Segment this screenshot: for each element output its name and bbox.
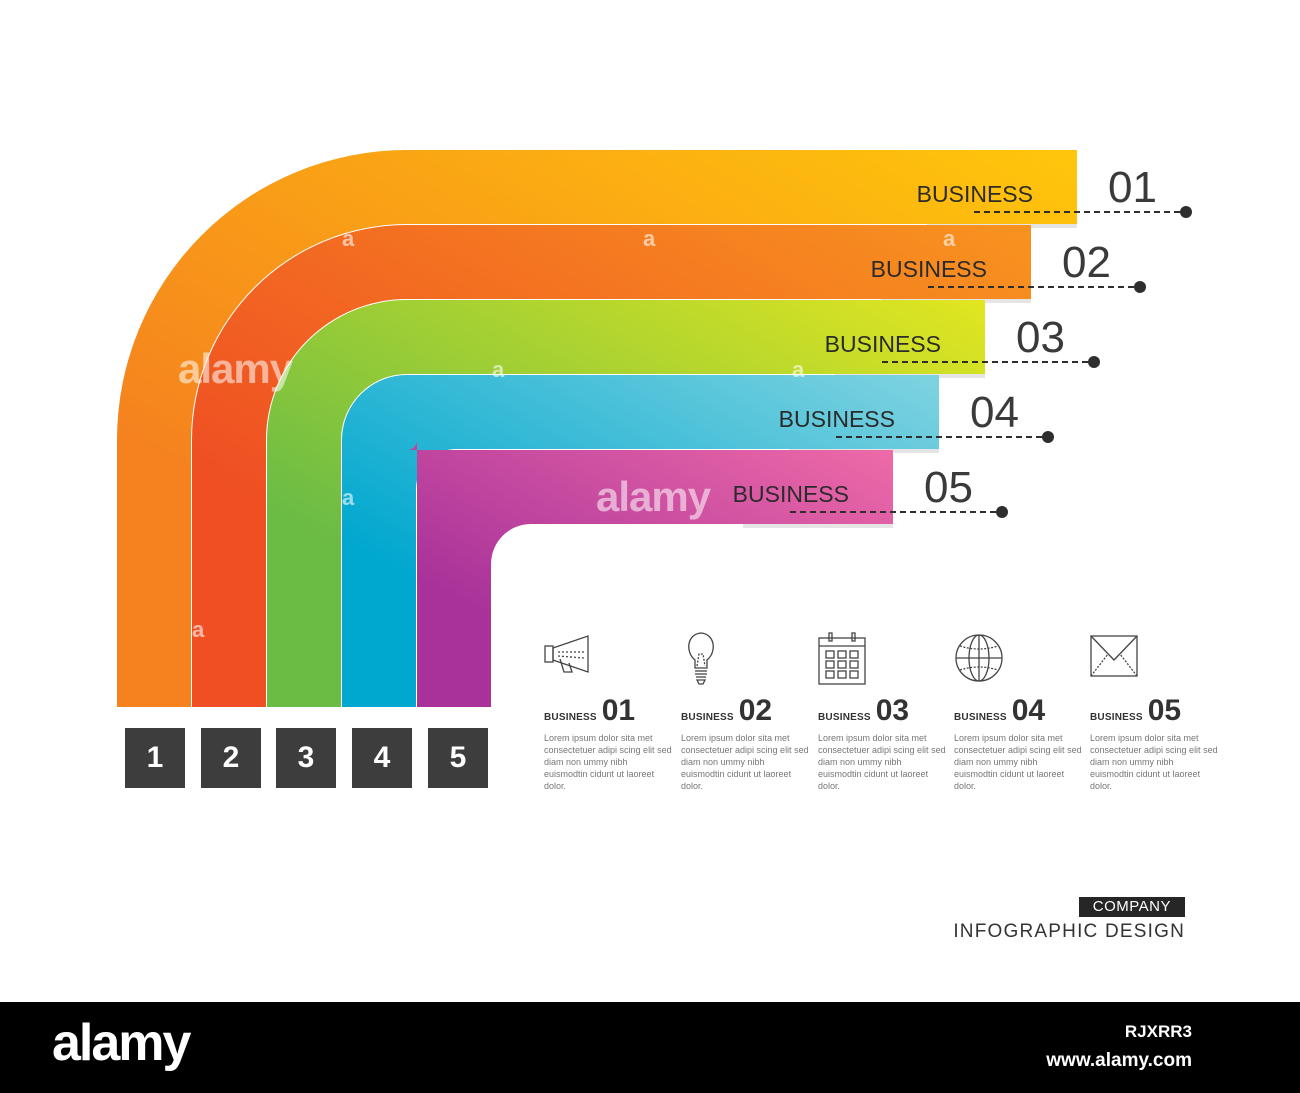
- column-number: 03: [875, 694, 910, 727]
- column-description: Lorem ipsum dolor sita met consectetuer …: [544, 733, 672, 791]
- step-box: 2: [201, 728, 261, 788]
- leader-dot: [1088, 356, 1100, 368]
- band-number: 04: [970, 388, 1019, 437]
- brand-subtitle: INFOGRAPHIC DESIGN: [953, 921, 1185, 942]
- envelope-icon: [1090, 635, 1138, 677]
- column-description: Lorem ipsum dolor sita met consectetuer …: [681, 733, 809, 791]
- company-tag: COMPANY: [1078, 897, 1185, 917]
- infographic: BUSINESS 01 BUSINESS 02 BUSINESS 03 BUSINESS 04…: [117, 150, 1220, 943]
- brand-block: COMPANY INFOGRAPHIC DESIGN: [953, 897, 1185, 943]
- arc-band-04: [342, 375, 939, 707]
- watermark-letter: a: [643, 226, 656, 251]
- info-column: BUSINESS 04 Lorem ipsum dolor sita met c…: [954, 630, 1084, 792]
- leader-dot: [1042, 431, 1054, 443]
- column-description: Lorem ipsum dolor sita met consectetuer …: [818, 733, 946, 791]
- watermark-letter: a: [342, 226, 355, 251]
- calendar-icon: [818, 632, 866, 685]
- leader-dot: [1134, 281, 1146, 293]
- site-url: www.alamy.com: [1046, 1050, 1192, 1071]
- band-label: BUSINESS: [778, 406, 895, 432]
- column-description: Lorem ipsum dolor sita met consectetuer …: [954, 733, 1082, 791]
- image-id: RJXRR3: [1124, 1022, 1192, 1041]
- arc-band-01: [117, 150, 1077, 707]
- column-number: 01: [601, 694, 636, 727]
- column-description: Lorem ipsum dolor sita met consectetuer …: [1090, 733, 1218, 791]
- megaphone-icon: [544, 635, 589, 673]
- light-bulb-icon: [688, 632, 714, 685]
- band-label: BUSINESS: [824, 331, 941, 357]
- info-column: BUSINESS 05 Lorem ipsum dolor sita met c…: [1090, 630, 1220, 792]
- column-title: BUSINESS: [681, 712, 734, 723]
- watermark-letter: a: [342, 485, 355, 510]
- info-column: BUSINESS 02 Lorem ipsum dolor sita met c…: [681, 630, 811, 792]
- globe-icon: [955, 634, 1003, 682]
- watermark-letter: a: [943, 226, 956, 251]
- leader-dot: [996, 506, 1008, 518]
- band-number: 02: [1062, 238, 1111, 287]
- band-number: 05: [924, 463, 973, 512]
- step-box: 5: [428, 728, 488, 788]
- info-column: BUSINESS 01 Lorem ipsum dolor sita met c…: [544, 630, 674, 792]
- column-number: 02: [738, 694, 773, 727]
- column-title: BUSINESS: [818, 712, 871, 723]
- arc-band-diagram: [117, 150, 1192, 707]
- watermark-letter: a: [192, 617, 205, 642]
- arc-band-02: [192, 225, 1031, 707]
- column-title: BUSINESS: [1090, 712, 1143, 723]
- band-number: 01: [1108, 163, 1157, 212]
- step-box: 1: [125, 728, 185, 788]
- watermark-text: alamy: [596, 473, 711, 520]
- leader-dot: [1180, 206, 1192, 218]
- arc-band-05: [407, 440, 893, 707]
- step-box: 4: [352, 728, 412, 788]
- alamy-logo: alamy: [52, 1014, 191, 1072]
- band-label: BUSINESS: [870, 256, 987, 282]
- watermark-letter: a: [492, 617, 505, 642]
- step-box: 3: [276, 728, 336, 788]
- watermark-footer: alamy RJXRR3 www.alamy.com: [0, 1002, 1300, 1093]
- band-label: BUSINESS: [916, 181, 1033, 207]
- watermark-letter: a: [492, 357, 505, 382]
- column-number: 04: [1011, 694, 1046, 727]
- watermark-letter: a: [792, 357, 805, 382]
- info-column: BUSINESS 03 Lorem ipsum dolor sita met c…: [818, 630, 948, 792]
- column-number: 05: [1147, 694, 1182, 727]
- arc-band-03: [267, 300, 985, 707]
- band-label: BUSINESS: [732, 481, 849, 507]
- column-title: BUSINESS: [544, 712, 597, 723]
- band-number: 03: [1016, 313, 1065, 362]
- band-shadow: [743, 524, 893, 528]
- column-title: BUSINESS: [954, 712, 1007, 723]
- watermark-text: alamy: [178, 345, 293, 392]
